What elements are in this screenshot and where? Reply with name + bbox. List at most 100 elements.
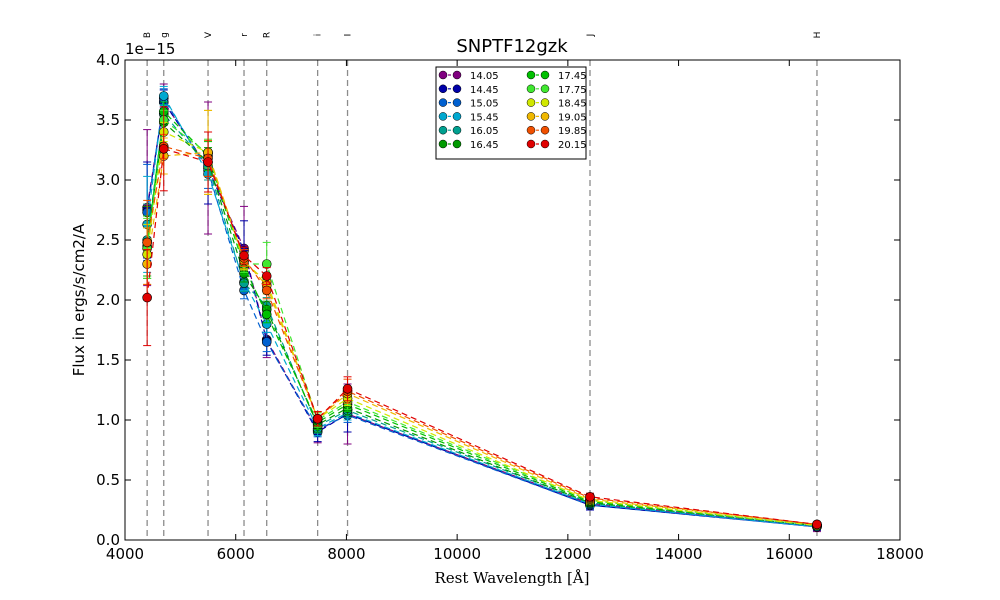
legend-item: 15.45 [438,112,499,123]
legend-item: 19.05 [526,112,587,123]
y-tick-label: 4.0 [96,51,120,69]
x-tick-label: 14000 [655,545,703,563]
data-point [239,250,249,261]
legend-label: 16.45 [470,140,499,151]
y-tick-label: 0.5 [96,471,120,489]
data-point [312,413,323,424]
x-tick-label: 8000 [327,545,365,563]
legend-marker [526,98,536,107]
legend-marker [526,112,536,121]
legend-label: 17.75 [558,85,587,96]
y-offset-label: 1e−15 [125,40,175,58]
legend-label: 15.05 [470,99,499,110]
legend-marker [526,70,536,80]
legend-label: 16.05 [470,126,499,137]
legend-item: 16.05 [438,125,499,137]
legend-marker [452,70,462,80]
legend-label: 17.45 [558,71,587,82]
x-tick-label: 4000 [106,545,144,563]
y-tick-label: 0.0 [96,531,120,549]
axis-ticks: 4000 6000 8000 10000 12000 14000 16000 18000 0.0… [96,51,924,563]
x-tick-label: 16000 [765,545,813,563]
band-label: H [813,32,823,39]
legend-marker [526,125,536,135]
band-label: i [314,34,324,37]
series-line [146,131,818,527]
legend-marker [540,139,550,149]
legend-label: 20.15 [558,140,587,151]
legend-marker [438,98,448,107]
series-line [146,145,818,525]
legend-marker [438,125,448,135]
y-axis-label: Flux in ergs/s/cm2/A [70,223,88,376]
legend-item: 14.05 [438,70,499,82]
legend-marker [438,112,448,121]
chart-title: SNPTF12gzk [456,36,568,57]
legend-label: 19.85 [558,126,587,137]
legend-label: 19.05 [558,112,587,123]
legend-item: 20.15 [526,139,587,151]
legend-marker [452,98,462,107]
data-point [203,157,213,167]
data-point [142,292,152,303]
legend-marker [438,70,448,80]
data-point [158,91,169,101]
legend-marker [540,70,550,80]
legend-label: 14.45 [470,85,499,96]
legend-item: 18.45 [526,98,587,110]
band-label: r [240,33,250,37]
x-tick-label: 10000 [433,545,481,563]
data-point [585,491,595,502]
legend-marker [452,112,462,121]
data-point [261,271,272,281]
y-tick-label: 2.5 [96,231,120,249]
legend-item: 19.85 [526,125,587,137]
legend: 14.05 14.45 15.05 15.45 16.05 16.45 17.45 17.75… [435,66,587,160]
series-layer [142,83,822,533]
legend-marker [452,84,462,94]
data-point [812,519,822,530]
legend-marker [526,84,536,94]
band-label: I [344,34,354,37]
y-tick-label: 1.5 [96,351,120,369]
series-20.15 [142,106,822,530]
data-point [261,309,272,320]
legend-marker [540,112,550,121]
legend-marker [452,139,462,149]
legend-item: 17.75 [526,84,587,96]
band-label: J [586,34,596,38]
legend-marker [540,98,550,107]
band-label: g [160,32,170,38]
series-line [146,148,818,525]
y-tick-label: 3.0 [96,171,120,189]
band-label: R [263,32,273,38]
series-line [146,110,818,527]
x-tick-label: 6000 [217,545,255,563]
data-point [158,144,169,154]
y-tick-label: 2.0 [96,291,120,309]
legend-marker [438,139,448,149]
x-tick-label: 18000 [876,545,924,563]
x-tick-label: 12000 [544,545,592,563]
legend-marker [540,84,550,94]
y-tick-label: 3.5 [96,111,120,129]
legend-label: 18.45 [558,99,587,110]
legend-label: 14.05 [470,71,499,82]
band-label: V [204,31,214,38]
legend-item: 14.45 [438,84,499,96]
x-axis-label: Rest Wavelength [Å] [434,569,589,587]
data-point [142,237,152,248]
legend-marker [540,125,550,135]
data-point [342,383,353,394]
data-point [261,285,272,296]
legend-marker [526,139,536,149]
legend-marker [452,125,462,135]
legend-item: 15.05 [438,98,499,110]
y-tick-label: 1.0 [96,411,120,429]
legend-label: 15.45 [470,112,499,123]
band-label: B [143,32,153,38]
legend-marker [438,84,448,94]
legend-item: 17.45 [526,70,587,82]
data-point [261,337,272,347]
